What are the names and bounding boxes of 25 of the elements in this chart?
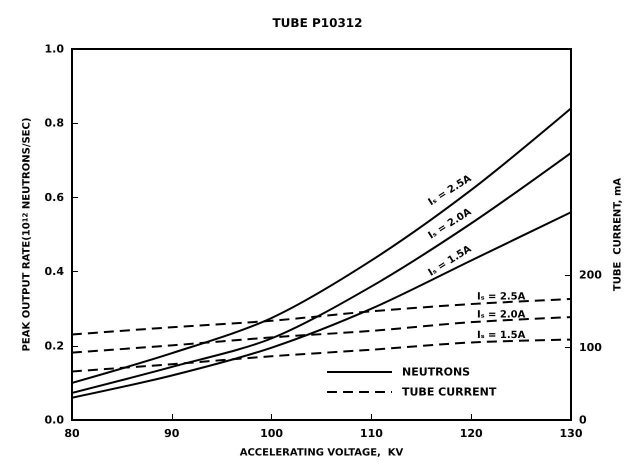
x-tick-label: 110 bbox=[360, 427, 384, 440]
x-tick-label: 90 bbox=[164, 427, 180, 440]
annotation: TUBE CURRENT bbox=[402, 386, 497, 398]
line-series bbox=[71, 152, 572, 394]
line-series bbox=[71, 107, 572, 384]
y2-tick-label: 0 bbox=[579, 414, 587, 426]
y-tick-label: 0.4 bbox=[44, 265, 64, 278]
x-tick-label: 130 bbox=[560, 427, 583, 440]
y2-tick-label: 100 bbox=[579, 341, 602, 354]
y-tick-label: 0.6 bbox=[44, 190, 64, 204]
x-tick-label: 120 bbox=[460, 427, 484, 440]
chart-title: TUBE P10312 bbox=[272, 16, 362, 30]
series-label: Iₛ = 2.5A bbox=[477, 292, 526, 303]
x-tick-label: 100 bbox=[260, 427, 284, 440]
series-label: Iₛ = 1.5A bbox=[477, 330, 526, 341]
y2-tick-label: 200 bbox=[579, 268, 602, 282]
x-tick-label: 80 bbox=[64, 427, 80, 440]
x-axis-title: ACCELERATING VOLTAGE, KV bbox=[240, 448, 404, 458]
y-tick-label: 1.0 bbox=[44, 42, 64, 56]
series-label: Iₛ = 2.0A bbox=[477, 310, 526, 321]
y-tick-label: 0.2 bbox=[44, 339, 64, 352]
y2-axis-title: TUBE CURRENT, mA bbox=[612, 178, 624, 292]
y-tick-label: 0.0 bbox=[44, 414, 64, 426]
y-tick-label: 0.8 bbox=[44, 116, 64, 130]
annotation: NEUTRONS bbox=[402, 366, 470, 378]
